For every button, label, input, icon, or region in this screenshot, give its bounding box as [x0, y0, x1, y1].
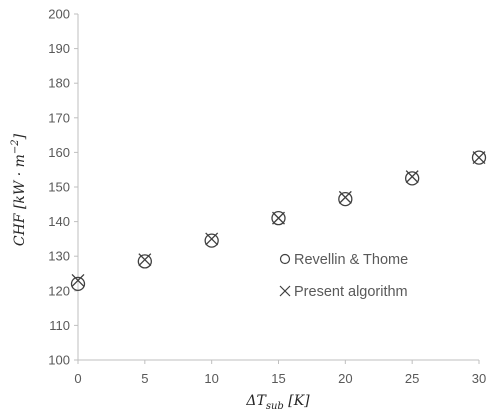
svg-text:CHF [kW · m−2]: CHF [kW · m−2]: [10, 133, 28, 246]
point-present-algorithm: [205, 232, 219, 246]
point-revellin-thome: [405, 171, 420, 186]
point-revellin-thome: [70, 276, 86, 292]
x-tick-label: 30: [472, 371, 486, 386]
point-present-algorithm: [138, 253, 152, 267]
legend-marker-circle: [279, 253, 291, 265]
svg-text:ΔTsub [K]: ΔTsub [K]: [245, 393, 310, 412]
x-tick-label: 25: [405, 371, 419, 386]
x-axis-title: ΔTsub [K]: [245, 393, 310, 412]
y-tick-label: 100: [48, 353, 70, 368]
y-tick-label: 120: [48, 283, 70, 298]
point-revellin-thome: [137, 254, 152, 269]
data-marks: [70, 150, 487, 292]
y-tick-labels: 100 110 120 130 140 150 160 170 180 190 200: [48, 7, 78, 368]
x-tick-label: 10: [204, 371, 218, 386]
point-present-algorithm: [272, 211, 285, 225]
point-present-algorithm: [405, 170, 419, 184]
y-tick-label: 110: [49, 318, 70, 333]
legend-label: Revellin & Thome: [294, 252, 408, 268]
point-present-algorithm: [472, 151, 486, 165]
y-tick-label: 190: [48, 41, 70, 56]
x-tick-label: 5: [141, 371, 148, 386]
point-revellin-thome: [338, 191, 353, 207]
point-revellin-thome: [271, 210, 286, 226]
x-tick-label: 0: [74, 371, 81, 386]
legend: Revellin & Thome Present algorithm: [279, 252, 408, 300]
x-tick-labels: 0 5 10 15 20 25 30: [74, 360, 486, 386]
y-axis-title: CHF [kW · m−2]: [10, 133, 28, 246]
x-tick-label: 20: [338, 371, 352, 386]
x-tick-label: 15: [271, 371, 285, 386]
point-revellin-thome: [204, 233, 219, 248]
y-tick-label: 140: [48, 214, 70, 229]
axes: [77, 14, 479, 361]
y-tick-label: 160: [48, 145, 70, 160]
y-tick-label: 130: [48, 249, 70, 264]
legend-marker-x: [279, 285, 291, 297]
point-present-algorithm: [71, 273, 85, 287]
legend-label: Present algorithm: [294, 284, 408, 300]
y-tick-label: 180: [48, 76, 70, 91]
y-tick-label: 150: [48, 180, 70, 195]
y-tick-label: 170: [48, 110, 70, 125]
y-tick-label: 200: [48, 7, 70, 22]
point-revellin-thome: [471, 150, 487, 165]
point-present-algorithm: [338, 190, 352, 204]
